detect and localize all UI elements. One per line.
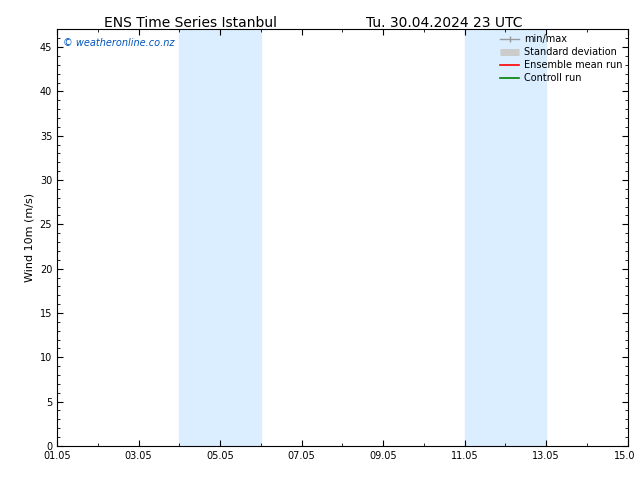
Legend: min/max, Standard deviation, Ensemble mean run, Controll run: min/max, Standard deviation, Ensemble me… xyxy=(497,31,626,86)
Text: ENS Time Series Istanbul: ENS Time Series Istanbul xyxy=(104,16,276,30)
Bar xyxy=(179,29,261,446)
Y-axis label: Wind 10m (m/s): Wind 10m (m/s) xyxy=(24,193,34,282)
Text: Tu. 30.04.2024 23 UTC: Tu. 30.04.2024 23 UTC xyxy=(366,16,522,30)
Bar xyxy=(465,29,546,446)
Text: © weatheronline.co.nz: © weatheronline.co.nz xyxy=(63,38,174,48)
